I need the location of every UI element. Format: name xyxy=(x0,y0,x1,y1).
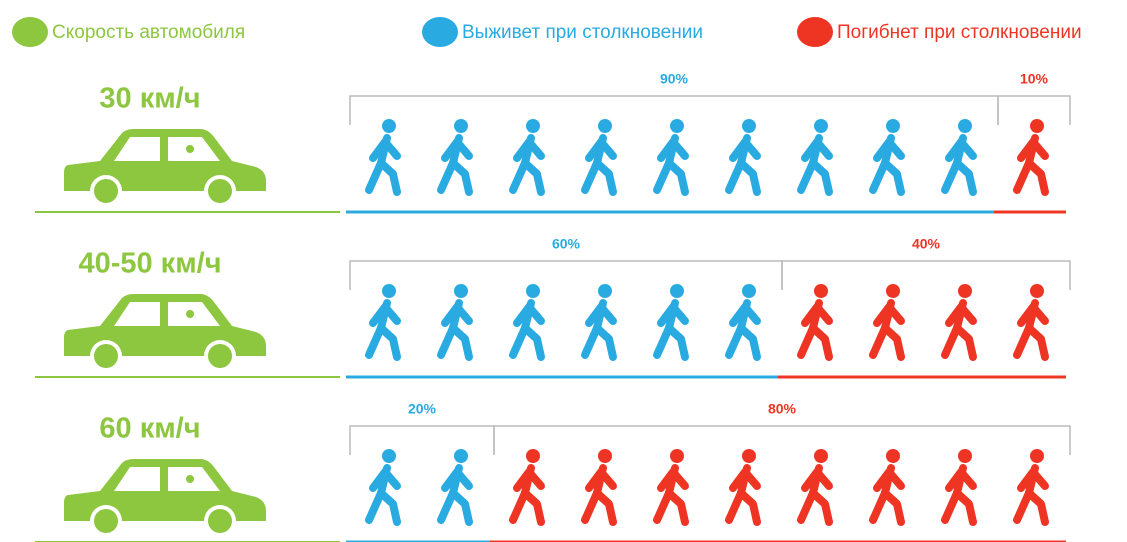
pedestrian xyxy=(801,449,829,522)
pedestrian xyxy=(873,449,901,522)
pedestrian xyxy=(657,119,685,192)
rows: 30 км/ч 90% 10% 40-50 км/ч 60% 40% 60 км/ч 20% 8… xyxy=(35,71,1071,542)
pedestrian xyxy=(945,449,973,522)
pedestrian xyxy=(1017,284,1045,357)
pedestrian xyxy=(441,449,469,522)
pedestrian xyxy=(369,449,397,522)
pedestrian xyxy=(657,284,685,357)
pedestrian xyxy=(945,119,973,192)
bracket xyxy=(493,425,1071,455)
percent-label: 20% xyxy=(408,401,437,417)
bracket xyxy=(781,260,1071,290)
legend-label: Выживет при столкновении xyxy=(462,22,703,43)
percent-label: 40% xyxy=(912,236,941,252)
pedestrian xyxy=(729,119,757,192)
pedestrian xyxy=(801,119,829,192)
pedestrian xyxy=(657,449,685,522)
pedestrian xyxy=(873,284,901,357)
legend-swatch xyxy=(12,17,48,47)
legend-swatch xyxy=(422,17,458,47)
percent-label: 80% xyxy=(768,401,797,417)
pedestrian xyxy=(441,119,469,192)
percent-label: 90% xyxy=(660,71,689,87)
car xyxy=(64,129,266,205)
bracket xyxy=(349,260,783,290)
car xyxy=(64,294,266,370)
percent-label: 10% xyxy=(1020,71,1049,87)
pedestrian xyxy=(873,119,901,192)
legend: Скорость автомобиля Выживет при столкнове… xyxy=(12,17,1082,47)
pedestrian xyxy=(801,284,829,357)
percent-label: 60% xyxy=(552,236,581,252)
pedestrian xyxy=(513,449,541,522)
bracket xyxy=(349,425,495,455)
pedestrian xyxy=(1017,119,1045,192)
speed-label: 40-50 км/ч xyxy=(78,248,221,280)
pedestrian xyxy=(945,284,973,357)
pedestrian xyxy=(441,284,469,357)
pedestrian xyxy=(585,284,613,357)
car xyxy=(64,459,266,535)
pedestrian xyxy=(729,449,757,522)
pedestrian xyxy=(729,284,757,357)
pedestrian xyxy=(513,119,541,192)
legend-swatch xyxy=(797,17,833,47)
speed-label: 30 км/ч xyxy=(99,83,200,115)
speed-label: 60 км/ч xyxy=(99,413,200,445)
pedestrian xyxy=(1017,449,1045,522)
pedestrian xyxy=(369,284,397,357)
pedestrian xyxy=(585,119,613,192)
pedestrian xyxy=(369,119,397,192)
legend-label: Скорость автомобиля xyxy=(52,22,245,43)
pedestrian xyxy=(513,284,541,357)
legend-label: Погибнет при столкновении xyxy=(837,22,1082,43)
pedestrian xyxy=(585,449,613,522)
bracket xyxy=(997,95,1071,125)
